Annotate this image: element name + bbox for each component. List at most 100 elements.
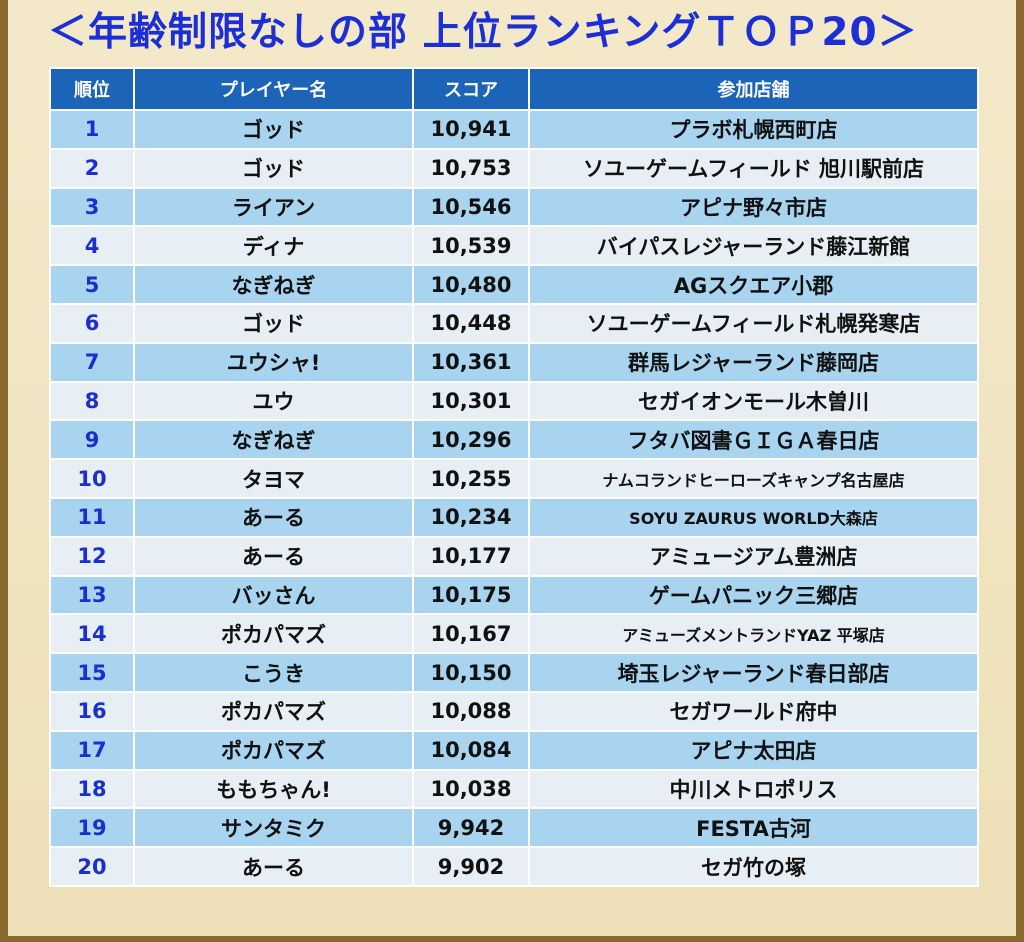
- store-name-cell: FESTA古河: [529, 808, 978, 847]
- score-cell: 10,546: [413, 188, 529, 227]
- store-name-cell: ゲームパニック三郷店: [529, 576, 978, 615]
- table-row: 4 ディナ 10,539 バイパスレジャーランド藤江新館: [50, 226, 978, 265]
- score-cell: 10,177: [413, 537, 529, 576]
- score-cell: 10,539: [413, 226, 529, 265]
- header-score: スコア: [413, 68, 529, 110]
- table-row: 12 あーる 10,177 アミュージアム豊洲店: [50, 537, 978, 576]
- score-cell: 10,084: [413, 731, 529, 770]
- player-name-cell: ライアン: [134, 188, 413, 227]
- rank-cell: 18: [50, 770, 134, 809]
- score-cell: 10,296: [413, 420, 529, 459]
- table-row: 11 あーる 10,234 SOYU ZAURUS WORLD大森店: [50, 498, 978, 537]
- rank-cell: 19: [50, 808, 134, 847]
- table-header: 順位 プレイヤー名 スコア 参加店舗: [50, 68, 978, 110]
- table-row: 6 ゴッド 10,448 ソユーゲームフィールド札幌発寒店: [50, 304, 978, 343]
- rank-cell: 8: [50, 382, 134, 421]
- score-cell: 10,167: [413, 614, 529, 653]
- store-name-cell: アピナ太田店: [529, 731, 978, 770]
- player-name-cell: なぎねぎ: [134, 265, 413, 304]
- rank-cell: 15: [50, 653, 134, 692]
- player-name-cell: あーる: [134, 847, 413, 886]
- rank-cell: 3: [50, 188, 134, 227]
- player-name-cell: ポカパマズ: [134, 692, 413, 731]
- player-name-cell: ポカパマズ: [134, 614, 413, 653]
- player-name-cell: ももちゃん!: [134, 770, 413, 809]
- ranking-table: 順位 プレイヤー名 スコア 参加店舗 1 ゴッド 10,941 プラボ札幌西町店 2 ゴッ…: [49, 67, 979, 887]
- header-store: 参加店舗: [529, 68, 978, 110]
- score-cell: 10,150: [413, 653, 529, 692]
- player-name-cell: ゴッド: [134, 110, 413, 149]
- store-name-cell: アピナ野々市店: [529, 188, 978, 227]
- score-cell: 10,175: [413, 576, 529, 615]
- score-cell: 10,088: [413, 692, 529, 731]
- score-cell: 10,255: [413, 459, 529, 498]
- store-name-cell: ソユーゲームフィールド 旭川駅前店: [529, 149, 978, 188]
- rank-cell: 14: [50, 614, 134, 653]
- header-rank: 順位: [50, 68, 134, 110]
- player-name-cell: ゴッド: [134, 304, 413, 343]
- store-name-cell: セガ竹の塚: [529, 847, 978, 886]
- store-name-cell: AGスクエア小郡: [529, 265, 978, 304]
- score-cell: 10,361: [413, 343, 529, 382]
- header-player: プレイヤー名: [134, 68, 413, 110]
- table-row: 19 サンタミク 9,942 FESTA古河: [50, 808, 978, 847]
- player-name-cell: あーる: [134, 537, 413, 576]
- rank-cell: 12: [50, 537, 134, 576]
- table-row: 17 ポカパマズ 10,084 アピナ太田店: [50, 731, 978, 770]
- table-row: 16 ポカパマズ 10,088 セガワールド府中: [50, 692, 978, 731]
- player-name-cell: ユウシャ!: [134, 343, 413, 382]
- table-row: 14 ポカパマズ 10,167 アミューズメントランドYAZ 平塚店: [50, 614, 978, 653]
- table-row: 10 タヨマ 10,255 ナムコランドヒーローズキャンプ名古屋店: [50, 459, 978, 498]
- rank-cell: 16: [50, 692, 134, 731]
- rank-cell: 20: [50, 847, 134, 886]
- score-cell: 10,448: [413, 304, 529, 343]
- rank-cell: 4: [50, 226, 134, 265]
- rank-cell: 6: [50, 304, 134, 343]
- player-name-cell: バッさん: [134, 576, 413, 615]
- player-name-cell: ゴッド: [134, 149, 413, 188]
- rank-cell: 1: [50, 110, 134, 149]
- store-name-cell: ナムコランドヒーローズキャンプ名古屋店: [529, 459, 978, 498]
- store-name-cell: プラボ札幌西町店: [529, 110, 978, 149]
- table-row: 13 バッさん 10,175 ゲームパニック三郷店: [50, 576, 978, 615]
- store-name-cell: フタバ図書ＧＩＧＡ春日店: [529, 420, 978, 459]
- player-name-cell: ディナ: [134, 226, 413, 265]
- table-row: 20 あーる 9,902 セガ竹の塚: [50, 847, 978, 886]
- table-row: 15 こうき 10,150 埼玉レジャーランド春日部店: [50, 653, 978, 692]
- rank-cell: 10: [50, 459, 134, 498]
- score-cell: 9,942: [413, 808, 529, 847]
- table-row: 8 ユウ 10,301 セガイオンモール木曽川: [50, 382, 978, 421]
- store-name-cell: アミュージアム豊洲店: [529, 537, 978, 576]
- table-row: 1 ゴッド 10,941 プラボ札幌西町店: [50, 110, 978, 149]
- table-row: 9 なぎねぎ 10,296 フタバ図書ＧＩＧＡ春日店: [50, 420, 978, 459]
- table-row: 3 ライアン 10,546 アピナ野々市店: [50, 188, 978, 227]
- player-name-cell: こうき: [134, 653, 413, 692]
- table-row: 5 なぎねぎ 10,480 AGスクエア小郡: [50, 265, 978, 304]
- rank-cell: 11: [50, 498, 134, 537]
- store-name-cell: 埼玉レジャーランド春日部店: [529, 653, 978, 692]
- player-name-cell: タヨマ: [134, 459, 413, 498]
- table-body: 1 ゴッド 10,941 プラボ札幌西町店 2 ゴッド 10,753 ソユーゲームフィールド …: [50, 110, 978, 886]
- rank-cell: 17: [50, 731, 134, 770]
- rank-cell: 2: [50, 149, 134, 188]
- table-row: 2 ゴッド 10,753 ソユーゲームフィールド 旭川駅前店: [50, 149, 978, 188]
- score-cell: 10,038: [413, 770, 529, 809]
- player-name-cell: ポカパマズ: [134, 731, 413, 770]
- rank-cell: 7: [50, 343, 134, 382]
- store-name-cell: アミューズメントランドYAZ 平塚店: [529, 614, 978, 653]
- player-name-cell: ユウ: [134, 382, 413, 421]
- score-cell: 10,941: [413, 110, 529, 149]
- rank-cell: 5: [50, 265, 134, 304]
- table-row: 18 ももちゃん! 10,038 中川メトロポリス: [50, 770, 978, 809]
- store-name-cell: セガイオンモール木曽川: [529, 382, 978, 421]
- player-name-cell: なぎねぎ: [134, 420, 413, 459]
- store-name-cell: SOYU ZAURUS WORLD大森店: [529, 498, 978, 537]
- store-name-cell: ソユーゲームフィールド札幌発寒店: [529, 304, 978, 343]
- rank-cell: 9: [50, 420, 134, 459]
- player-name-cell: あーる: [134, 498, 413, 537]
- score-cell: 9,902: [413, 847, 529, 886]
- store-name-cell: 群馬レジャーランド藤岡店: [529, 343, 978, 382]
- rank-cell: 13: [50, 576, 134, 615]
- score-cell: 10,480: [413, 265, 529, 304]
- score-cell: 10,753: [413, 149, 529, 188]
